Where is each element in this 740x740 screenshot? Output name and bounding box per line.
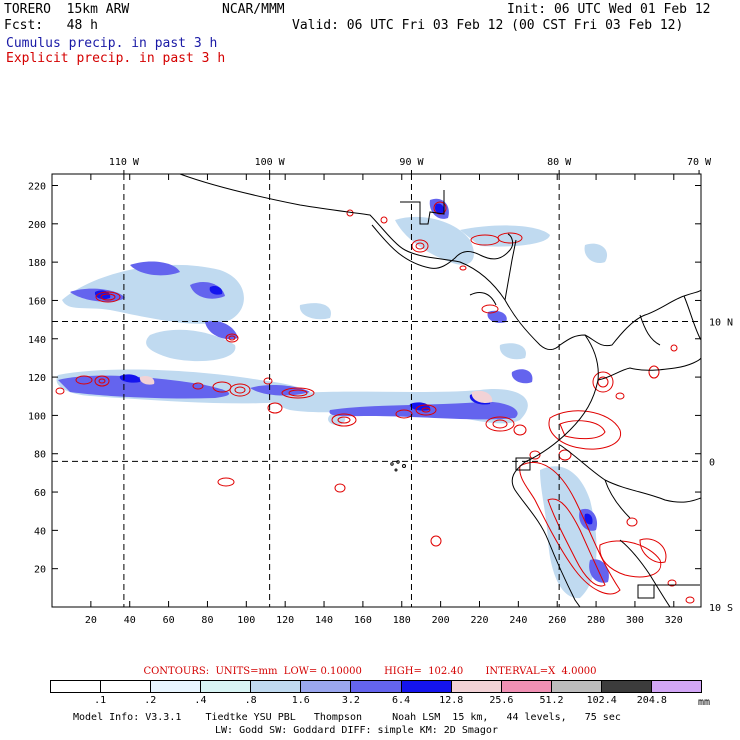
longitude-label: 70 W bbox=[687, 157, 712, 168]
model-info-line1: Model Info: V3.3.1 Tiedtke YSU PBL Thomp… bbox=[73, 712, 621, 723]
legend-label: 6.4 bbox=[392, 695, 411, 706]
coastlines bbox=[179, 174, 701, 607]
longitude-label: 100 W bbox=[255, 157, 286, 168]
legend-label: 204.8 bbox=[636, 695, 667, 706]
y-tick-label: 100 bbox=[28, 411, 46, 422]
legend-swatch bbox=[351, 681, 402, 692]
longitude-labels: 110 W 100 W 90 W 80 W 70 W bbox=[109, 157, 712, 174]
valid-time: Valid: 06 UTC Fri 03 Feb 12 (00 CST Fri … bbox=[292, 18, 684, 33]
x-tick-label: 120 bbox=[276, 615, 294, 626]
legend-swatch bbox=[451, 681, 502, 692]
legend-swatch bbox=[101, 681, 152, 692]
longitude-label: 80 W bbox=[547, 157, 572, 168]
x-tick-label: 300 bbox=[626, 615, 644, 626]
explicit-precip-label: Explicit precip. in past 3 h bbox=[6, 51, 226, 66]
plot-frame bbox=[51, 173, 702, 608]
model-info-line2: LW: Godd SW: Goddard DIFF: simple KM: 2D… bbox=[215, 725, 498, 736]
latitude-label: 10 S bbox=[709, 603, 733, 614]
x-tick-label: 200 bbox=[432, 615, 450, 626]
y-tick-label: 160 bbox=[28, 296, 46, 307]
legend-swatch bbox=[551, 681, 602, 692]
legend-swatch bbox=[501, 681, 552, 692]
x-tick-label: 80 bbox=[201, 615, 213, 626]
init-time: Init: 06 UTC Wed 01 Feb 12 bbox=[507, 2, 711, 17]
latitude-labels: 10 N 0 10 S bbox=[709, 318, 733, 614]
y-tick-label: 200 bbox=[28, 220, 46, 231]
x-tick-label: 320 bbox=[665, 615, 683, 626]
legend-swatch bbox=[401, 681, 452, 692]
legend-label: .1 bbox=[94, 695, 107, 706]
legend-label: 3.2 bbox=[341, 695, 360, 706]
y-tick-label: 80 bbox=[34, 450, 46, 461]
precip-25-patch bbox=[139, 375, 493, 403]
cumulus-precip-label: Cumulus precip. in past 3 h bbox=[6, 36, 218, 51]
legend-swatch bbox=[151, 681, 202, 692]
x-tick-label: 280 bbox=[587, 615, 605, 626]
x-tick-label: 180 bbox=[393, 615, 411, 626]
legend-label: .4 bbox=[194, 695, 207, 706]
legend-swatch bbox=[301, 681, 352, 692]
latitude-label: 0 bbox=[709, 457, 715, 468]
legend-label: .8 bbox=[244, 695, 257, 706]
legend-swatch bbox=[601, 681, 652, 692]
x-tick-label: 140 bbox=[315, 615, 333, 626]
latlon-grid bbox=[52, 174, 701, 607]
y-tick-label: 180 bbox=[28, 258, 46, 269]
y-tick-label: 20 bbox=[34, 565, 46, 576]
legend-label: 51.2 bbox=[539, 695, 564, 706]
legend-swatch bbox=[51, 681, 102, 692]
x-tick-label: 20 bbox=[85, 615, 97, 626]
legend-label: 1.6 bbox=[291, 695, 310, 706]
x-tick-label: 100 bbox=[237, 615, 255, 626]
latitude-label: 10 N bbox=[709, 318, 733, 329]
y-tick-label: 60 bbox=[34, 488, 46, 499]
y-tick-label: 40 bbox=[34, 526, 46, 537]
y-tick-label: 140 bbox=[28, 335, 46, 346]
x-tick-label: 40 bbox=[124, 615, 136, 626]
legend-label: .2 bbox=[144, 695, 157, 706]
legend-swatch bbox=[251, 681, 302, 692]
legend-label: 102.4 bbox=[586, 695, 617, 706]
color-legend bbox=[50, 680, 702, 693]
y-tick-label: 120 bbox=[28, 373, 46, 384]
x-tick-label: 240 bbox=[509, 615, 527, 626]
x-tick-label: 220 bbox=[470, 615, 488, 626]
legend-swatch bbox=[201, 681, 252, 692]
longitude-label: 90 W bbox=[399, 157, 424, 168]
x-tick-label: 60 bbox=[163, 615, 175, 626]
x-axis-ticks: 20 40 60 80 100 120 140 160 180 200 220 240 260 280 30… bbox=[85, 174, 683, 626]
y-tick-label: 220 bbox=[28, 181, 46, 192]
longitude-label: 110 W bbox=[109, 157, 140, 168]
legend-label: 12.8 bbox=[439, 695, 464, 706]
y-axis-ticks: 20 40 60 80 100 120 140 160 180 200 220 bbox=[28, 181, 701, 576]
legend-label: 25.6 bbox=[489, 695, 514, 706]
organization-label: NCAR/MMM bbox=[222, 2, 285, 17]
contour-info: CONTOURS: UNITS=mm LOW= 0.10000 HIGH= 10… bbox=[143, 666, 597, 677]
x-tick-label: 260 bbox=[548, 615, 566, 626]
model-title: TORERO 15km ARW bbox=[4, 2, 130, 17]
legend-swatch bbox=[651, 681, 702, 692]
x-tick-label: 160 bbox=[354, 615, 372, 626]
legend-units: mm bbox=[698, 697, 711, 708]
forecast-hour: Fcst: 48 h bbox=[4, 18, 98, 33]
